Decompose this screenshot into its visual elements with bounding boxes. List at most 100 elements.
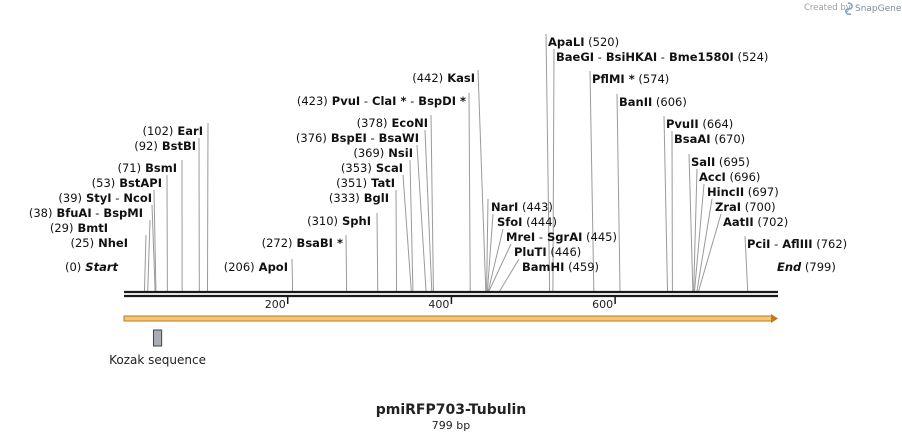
site-position: (574) — [635, 72, 670, 86]
scale-ticks: 200 400 600 — [265, 297, 616, 311]
site-label[interactable]: (369) NsiI — [353, 146, 413, 160]
site-label[interactable]: SalI (695) — [691, 155, 750, 169]
feature-arrow-head[interactable] — [771, 314, 778, 323]
site-position: (670) — [711, 132, 746, 146]
site-label[interactable]: SfoI (444) — [497, 215, 557, 229]
site-position: (799) — [801, 260, 836, 274]
site-position: (376) — [296, 131, 327, 145]
enzyme-name: BsiHKAI — [602, 50, 657, 64]
enzyme-separator: - — [112, 191, 120, 205]
site-label[interactable]: (38) BfuAI - BspMI — [29, 206, 143, 220]
site-label[interactable]: BamHI (459) — [522, 260, 599, 274]
site-label[interactable]: (92) BstBI — [134, 139, 196, 153]
enzyme-name: SgrAI — [543, 230, 582, 244]
site-leader-line — [477, 69, 487, 292]
site-label[interactable]: ApaLI (520) — [548, 35, 619, 49]
enzyme-name: ApoI — [255, 260, 288, 274]
site-label[interactable]: BsaAI (670) — [674, 132, 745, 146]
site-position: (446) — [547, 245, 582, 259]
site-leader-line — [345, 234, 348, 292]
site-label[interactable]: HincII (697) — [707, 185, 779, 199]
site-position: (369) — [353, 146, 384, 160]
site-leader-line — [499, 258, 520, 292]
site-label[interactable]: (29) BmtI — [50, 221, 108, 235]
site-label[interactable]: (102) EarI — [142, 124, 203, 138]
enzyme-name: AccI — [699, 170, 726, 184]
site-leader-line — [744, 235, 749, 292]
enzyme-name: BaeGI — [556, 50, 594, 64]
site-leader-line — [694, 183, 705, 292]
site-label[interactable]: BaeGI - BsiHKAI - Bme1580I (524) — [556, 50, 768, 64]
site-label[interactable]: End (799) — [777, 260, 836, 274]
site-label[interactable]: (272) BsaBI * — [262, 236, 343, 250]
site-position: (310) — [307, 214, 338, 228]
site-label[interactable]: (351) TatI — [336, 176, 395, 190]
enzyme-name: ApaLI — [548, 35, 585, 49]
site-label[interactable]: PvuII (664) — [666, 117, 733, 131]
site-leader-line — [416, 144, 427, 292]
site-position: (443) — [518, 200, 553, 214]
enzyme-name: BsmI — [141, 161, 177, 175]
kozak-box[interactable] — [152, 329, 163, 347]
site-label[interactable]: MreI - SgrAI (445) — [506, 230, 617, 244]
site-leader-line — [206, 122, 209, 292]
site-label[interactable]: (206) ApoI — [224, 260, 288, 274]
enzyme-name: ClaI — [368, 94, 396, 108]
site-leader-line — [424, 129, 433, 292]
site-leader-line — [153, 189, 157, 292]
site-label[interactable]: (53) BstAPI — [92, 176, 162, 190]
site-position: (353) — [341, 161, 372, 175]
site-label[interactable]: (71) BsmI — [118, 161, 178, 175]
enzyme-name: BsaWI — [375, 131, 419, 145]
site-label[interactable]: (39) StyI - NcoI — [58, 191, 152, 205]
credit-line: Created by SnapGene — [804, 2, 902, 16]
feature-arrow-body[interactable] — [123, 315, 773, 322]
site-label[interactable]: BanII (606) — [619, 95, 687, 109]
enzyme-name: PluTI — [514, 245, 547, 259]
site-label[interactable]: ZraI (700) — [715, 200, 776, 214]
site-label[interactable]: (376) BspEI - BsaWI — [296, 131, 419, 145]
enzyme-separator: - — [770, 237, 778, 251]
enzyme-name: StyI — [82, 191, 112, 205]
site-label[interactable]: NarI (443) — [491, 200, 553, 214]
site-label[interactable]: (423) PvuI - ClaI * - BspDI * — [297, 94, 466, 108]
enzyme-name: SfoI — [497, 215, 522, 229]
site-leader-line — [693, 168, 698, 292]
enzyme-name: BspDI — [414, 94, 456, 108]
site-leader-line — [486, 213, 494, 292]
site-label[interactable]: (353) ScaI — [341, 161, 403, 175]
site-leader-line — [402, 174, 412, 292]
site-position: (700) — [741, 200, 776, 214]
enzyme-name: NsiI — [384, 146, 413, 160]
credit-brand: SnapGene — [855, 4, 902, 14]
enzyme-separator: - — [406, 94, 414, 108]
site-label[interactable]: AccI (696) — [699, 170, 760, 184]
site-label[interactable]: (378) EcoNI — [357, 116, 428, 130]
site-labels: (0) Start (25) NheI(29) BmtI(38) BfuAI - … — [29, 35, 847, 274]
site-label[interactable]: PluTI (446) — [514, 245, 581, 259]
site-position: (38) — [29, 206, 53, 220]
site-label[interactable]: PciI - AflIII (762) — [747, 237, 847, 251]
site-label[interactable]: (442) KasI — [412, 71, 475, 85]
site-label[interactable]: AatII (702) — [723, 215, 788, 229]
feature-arrow[interactable] — [123, 314, 778, 323]
enzyme-name: ScaI — [372, 161, 403, 175]
enzyme-separator: - — [360, 94, 368, 108]
sequence-end-label: End — [777, 260, 802, 274]
snapgene-logo-icon — [845, 2, 853, 16]
enzyme-name: EarI — [173, 124, 203, 138]
site-position: (92) — [134, 139, 158, 153]
kozak-feature[interactable]: Kozak sequence — [109, 329, 206, 367]
site-label[interactable]: (333) BglI — [329, 191, 389, 205]
enzyme-name: SalI — [691, 155, 715, 169]
site-position: (25) — [70, 236, 94, 250]
site-label[interactable]: (310) SphI — [307, 214, 371, 228]
site-label[interactable]: (0) Start — [65, 260, 119, 274]
site-label[interactable]: PflMI * (574) — [592, 72, 669, 86]
kozak-label: Kozak sequence — [109, 353, 206, 367]
site-position: (378) — [357, 116, 388, 130]
sequence-backbone — [124, 290, 778, 298]
site-position: (351) — [336, 176, 367, 190]
methylation-star: * — [333, 236, 343, 250]
site-label[interactable]: (25) NheI — [70, 236, 128, 250]
